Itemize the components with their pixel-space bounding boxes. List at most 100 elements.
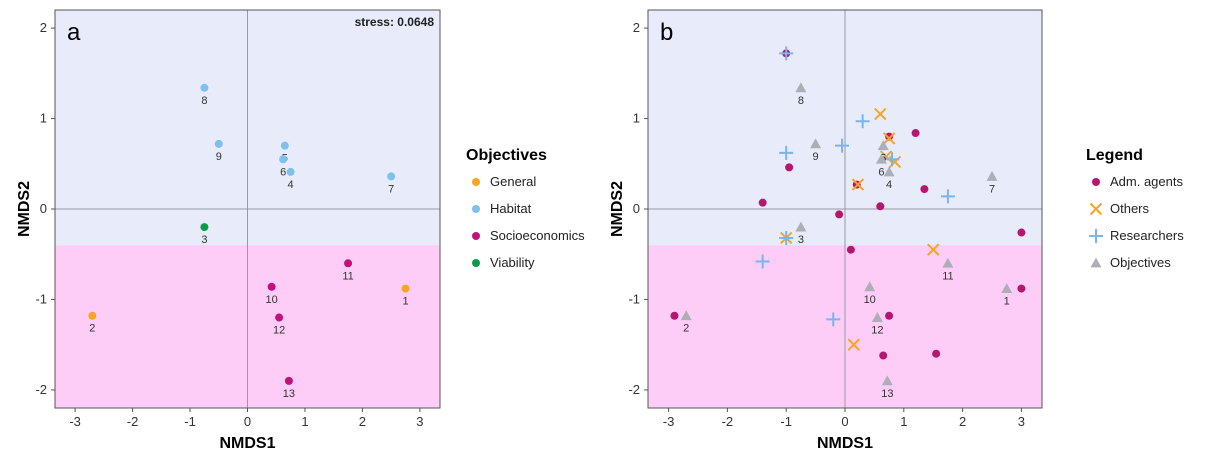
data-point bbox=[835, 138, 850, 153]
data-point bbox=[785, 163, 794, 172]
x-tick-label: -2 bbox=[722, 414, 734, 429]
data-point bbox=[214, 139, 223, 148]
data-point bbox=[200, 223, 209, 232]
data-point bbox=[275, 313, 284, 322]
y-tick-label: 1 bbox=[633, 111, 640, 126]
x-tick-label: 2 bbox=[359, 414, 366, 429]
data-point bbox=[879, 351, 888, 360]
data-point bbox=[986, 170, 998, 181]
x-tick-label: -3 bbox=[663, 414, 675, 429]
data-point bbox=[875, 153, 887, 164]
series-researchers bbox=[755, 46, 955, 327]
data-point bbox=[882, 132, 896, 145]
point-label: 8 bbox=[201, 95, 207, 107]
point-label: 6 bbox=[280, 166, 286, 178]
data-point bbox=[267, 282, 276, 291]
x-tick-label: 3 bbox=[416, 414, 423, 429]
data-point bbox=[864, 281, 876, 292]
legend-entry: Viability bbox=[490, 255, 535, 270]
legend-entry: General bbox=[490, 174, 536, 189]
point-label: 1 bbox=[402, 296, 408, 308]
point-label: 7 bbox=[989, 183, 995, 195]
point-label: 10 bbox=[266, 294, 278, 306]
legend-entry: Others bbox=[1110, 201, 1150, 216]
data-point bbox=[885, 311, 894, 320]
data-point bbox=[758, 198, 767, 207]
x-tick-label: 0 bbox=[841, 414, 848, 429]
x-tick-label: -1 bbox=[780, 414, 792, 429]
data-point bbox=[871, 312, 883, 322]
point-label: 4 bbox=[288, 179, 294, 191]
x-tick-label: -1 bbox=[184, 414, 196, 429]
legend-title: Objectives bbox=[466, 147, 547, 164]
legend-marker bbox=[472, 178, 480, 186]
legend-entry: Socioeconomics bbox=[490, 228, 585, 243]
data-point bbox=[670, 311, 679, 320]
data-point bbox=[847, 338, 861, 351]
data-point bbox=[401, 284, 410, 293]
legend-entry: Adm. agents bbox=[1110, 174, 1183, 189]
data-point bbox=[387, 172, 396, 181]
legend-title: Legend bbox=[1086, 147, 1143, 164]
data-point bbox=[795, 221, 807, 232]
data-point bbox=[88, 311, 97, 320]
data-point bbox=[877, 140, 889, 151]
data-point bbox=[932, 349, 941, 358]
data-point bbox=[885, 132, 894, 141]
series-viability: 3 bbox=[200, 223, 209, 246]
panel-label: a bbox=[67, 19, 81, 46]
panel-label: b bbox=[660, 19, 673, 46]
legend-entry: Researchers bbox=[1110, 228, 1184, 243]
x-tick-label: -2 bbox=[127, 414, 139, 429]
series-general: 21 bbox=[88, 284, 410, 335]
legend-marker bbox=[472, 259, 480, 267]
legend-entry: Objectives bbox=[1110, 255, 1171, 270]
data-point bbox=[835, 210, 844, 219]
chart-panel-b: -3-2-10123-2-1012NMDS1NMDS2b895647311110… bbox=[609, 9, 1043, 452]
y-tick-label: -1 bbox=[628, 291, 640, 306]
data-point bbox=[851, 178, 865, 191]
legend-entry: Habitat bbox=[490, 201, 532, 216]
point-label: 1 bbox=[1004, 296, 1010, 308]
point-label: 12 bbox=[871, 325, 883, 337]
x-axis-title: NMDS1 bbox=[219, 435, 275, 452]
y-tick-label: -1 bbox=[35, 291, 47, 306]
data-point bbox=[344, 259, 353, 268]
legend-marker bbox=[1090, 257, 1102, 268]
x-tick-label: 1 bbox=[301, 414, 308, 429]
y-tick-label: 2 bbox=[633, 20, 640, 35]
y-axis-title: NMDS2 bbox=[609, 181, 626, 237]
data-point bbox=[911, 129, 920, 138]
y-tick-label: -2 bbox=[35, 382, 47, 397]
data-point bbox=[927, 243, 940, 256]
data-point bbox=[826, 312, 841, 327]
data-point bbox=[810, 138, 822, 149]
point-label: 11 bbox=[942, 270, 953, 282]
data-point bbox=[280, 141, 289, 150]
point-label: 13 bbox=[881, 388, 893, 400]
data-point bbox=[779, 46, 794, 61]
data-point bbox=[779, 145, 794, 160]
point-label: 10 bbox=[864, 294, 876, 306]
data-point bbox=[885, 152, 900, 167]
data-point bbox=[874, 107, 887, 121]
data-point bbox=[846, 245, 855, 254]
legend-marker bbox=[1089, 202, 1103, 216]
series-objectives: 89564731111012213 bbox=[680, 82, 1013, 400]
y-tick-label: 0 bbox=[633, 201, 640, 216]
point-label: 7 bbox=[388, 183, 394, 195]
data-point bbox=[920, 185, 929, 194]
data-point bbox=[284, 376, 293, 385]
point-label: 3 bbox=[201, 234, 207, 246]
legend-marker bbox=[1089, 229, 1103, 243]
x-tick-label: 1 bbox=[900, 414, 907, 429]
x-tick-label: -3 bbox=[69, 414, 81, 429]
x-tick-label: 0 bbox=[244, 414, 251, 429]
series-habitat: 895647 bbox=[200, 83, 396, 195]
y-tick-label: -2 bbox=[628, 382, 640, 397]
legend-marker bbox=[1092, 178, 1100, 186]
legend: Legend Adm. agents Others Researchers Object… bbox=[1086, 147, 1184, 270]
data-point bbox=[200, 83, 209, 92]
series-adm-agents bbox=[670, 49, 1026, 360]
